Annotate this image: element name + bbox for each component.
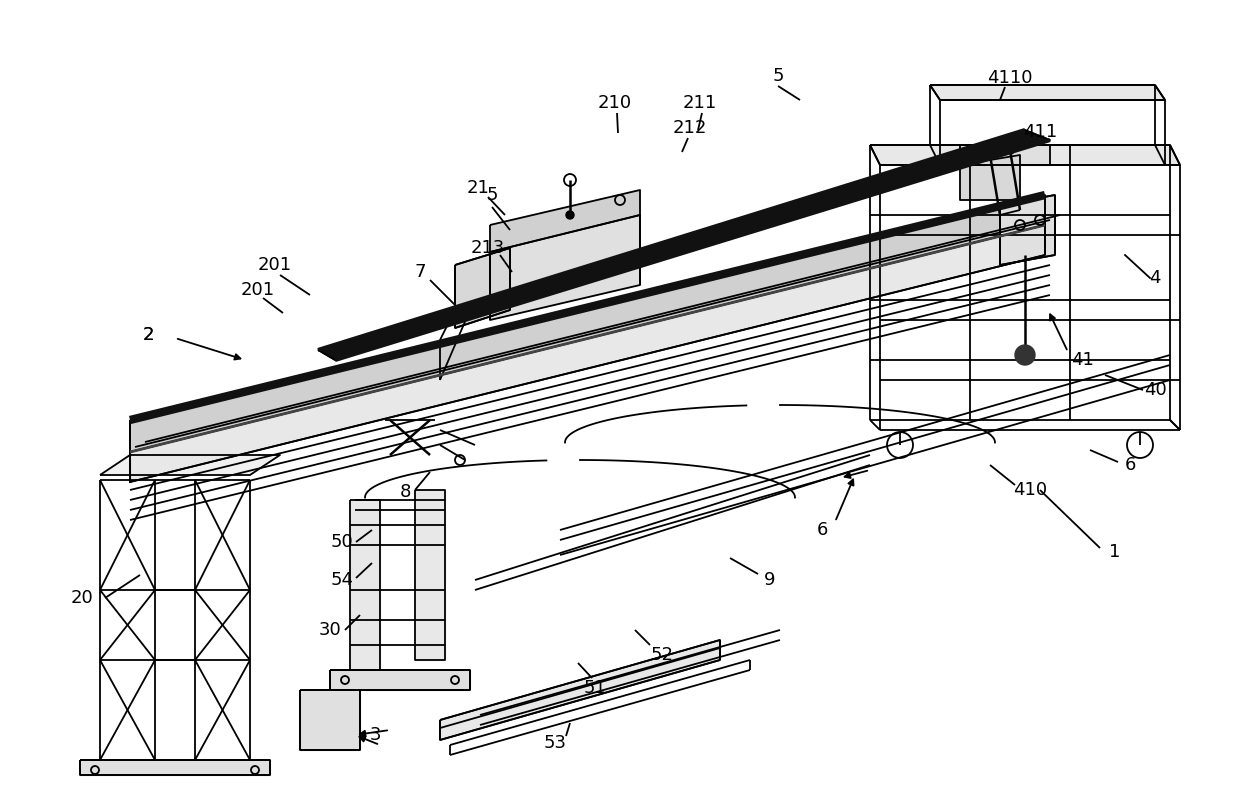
- Text: 1: 1: [1110, 543, 1121, 561]
- Polygon shape: [930, 85, 1166, 100]
- Polygon shape: [100, 455, 280, 475]
- Text: 2: 2: [143, 326, 154, 344]
- Text: 201: 201: [258, 256, 293, 274]
- Text: 6: 6: [1125, 456, 1136, 474]
- Text: 213: 213: [471, 239, 505, 257]
- Text: 50: 50: [331, 533, 353, 551]
- Text: 7: 7: [414, 263, 425, 281]
- Polygon shape: [960, 145, 1050, 165]
- Text: 3: 3: [370, 726, 381, 744]
- Text: 4110: 4110: [987, 69, 1033, 87]
- Polygon shape: [490, 215, 640, 320]
- Text: 201: 201: [241, 281, 275, 299]
- Polygon shape: [130, 195, 1045, 452]
- Polygon shape: [350, 500, 379, 670]
- Text: 211: 211: [683, 94, 717, 112]
- Text: 20: 20: [71, 589, 93, 607]
- Polygon shape: [130, 225, 1045, 482]
- Polygon shape: [455, 248, 510, 328]
- Polygon shape: [300, 690, 360, 750]
- Text: 2: 2: [143, 326, 154, 344]
- Circle shape: [565, 211, 574, 219]
- Polygon shape: [440, 640, 720, 740]
- Polygon shape: [490, 190, 640, 252]
- Text: 41: 41: [1070, 351, 1094, 369]
- Text: 40: 40: [1143, 381, 1167, 399]
- Circle shape: [1016, 345, 1035, 365]
- Text: 8: 8: [399, 483, 410, 501]
- Polygon shape: [330, 670, 470, 690]
- Text: 51: 51: [584, 679, 606, 697]
- Text: 5: 5: [486, 186, 497, 204]
- Text: 21: 21: [466, 179, 490, 197]
- Text: 212: 212: [673, 119, 707, 137]
- Polygon shape: [870, 145, 1180, 165]
- Text: 53: 53: [543, 734, 567, 752]
- Text: 4: 4: [1149, 269, 1161, 287]
- Polygon shape: [999, 195, 1055, 265]
- Text: 9: 9: [764, 571, 776, 589]
- Text: 410: 410: [1013, 481, 1047, 499]
- Text: 210: 210: [598, 94, 632, 112]
- Text: 6: 6: [816, 521, 827, 539]
- Polygon shape: [317, 130, 1050, 360]
- Text: 30: 30: [319, 621, 341, 639]
- Text: 54: 54: [331, 571, 353, 589]
- Text: 52: 52: [651, 646, 673, 664]
- Text: 5: 5: [773, 67, 784, 85]
- Polygon shape: [415, 490, 445, 660]
- Polygon shape: [960, 155, 1021, 200]
- Polygon shape: [81, 760, 270, 775]
- Text: 411: 411: [1023, 123, 1058, 141]
